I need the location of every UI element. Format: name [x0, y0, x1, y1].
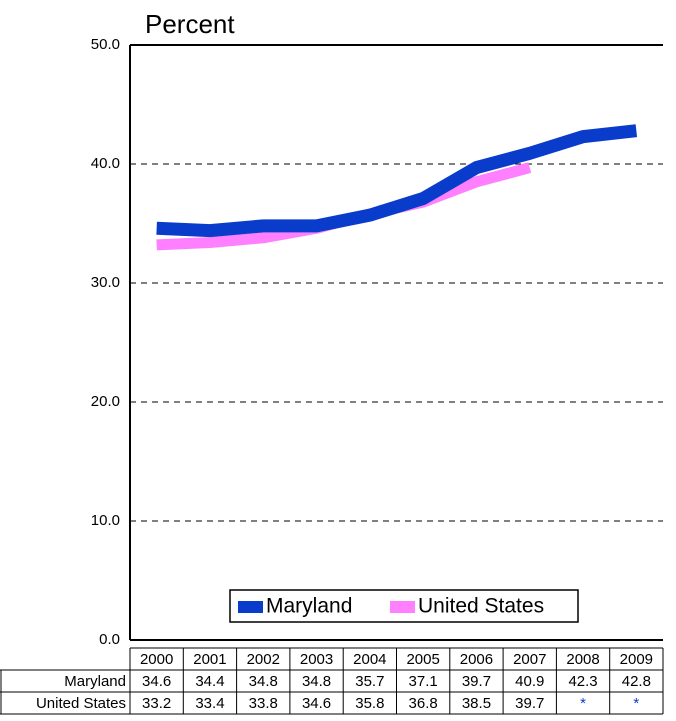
table-cell: 36.8 — [409, 695, 438, 712]
table-cell: 40.9 — [515, 673, 544, 690]
table-cell: 39.7 — [515, 695, 544, 712]
table-cell: 42.3 — [568, 673, 597, 690]
x-tick-label: 2008 — [566, 651, 599, 668]
legend-label: United States — [418, 595, 544, 618]
table-cell: * — [580, 695, 586, 712]
x-tick-label: 2007 — [513, 651, 546, 668]
x-tick-label: 2001 — [193, 651, 226, 668]
table-cell: 35.8 — [355, 695, 384, 712]
x-tick-label: 2006 — [460, 651, 493, 668]
y-tick-label: 10.0 — [91, 512, 120, 529]
y-tick-label: 0.0 — [99, 631, 120, 648]
table-cell: 33.8 — [249, 695, 278, 712]
y-tick-label: 50.0 — [91, 36, 120, 53]
series-line — [156, 124, 638, 238]
table-cell: 42.8 — [622, 673, 651, 690]
table-cell: 35.7 — [355, 673, 384, 690]
row-label: United States — [36, 695, 126, 712]
table-cell: 34.8 — [302, 673, 331, 690]
y-tick-label: 30.0 — [91, 274, 120, 291]
x-tick-label: 2005 — [406, 651, 439, 668]
chart-title: Percent — [145, 9, 235, 39]
table-cell: 34.6 — [142, 673, 171, 690]
table-cell: 34.8 — [249, 673, 278, 690]
table-cell: 39.7 — [462, 673, 491, 690]
x-tick-label: 2002 — [247, 651, 280, 668]
y-tick-label: 20.0 — [91, 393, 120, 410]
legend-label: Maryland — [266, 595, 352, 618]
table-cell: 34.4 — [195, 673, 224, 690]
legend-swatch — [238, 601, 263, 613]
row-label: Maryland — [64, 673, 126, 690]
x-tick-label: 2003 — [300, 651, 333, 668]
y-tick-label: 40.0 — [91, 155, 120, 172]
x-tick-label: 2004 — [353, 651, 386, 668]
x-tick-label: 2009 — [620, 651, 653, 668]
legend-swatch — [390, 601, 415, 613]
table-cell: * — [633, 695, 639, 712]
x-tick-label: 2000 — [140, 651, 173, 668]
table-cell: 38.5 — [462, 695, 491, 712]
table-cell: 33.2 — [142, 695, 171, 712]
table-cell: 37.1 — [409, 673, 438, 690]
table-cell: 34.6 — [302, 695, 331, 712]
table-cell: 33.4 — [195, 695, 224, 712]
